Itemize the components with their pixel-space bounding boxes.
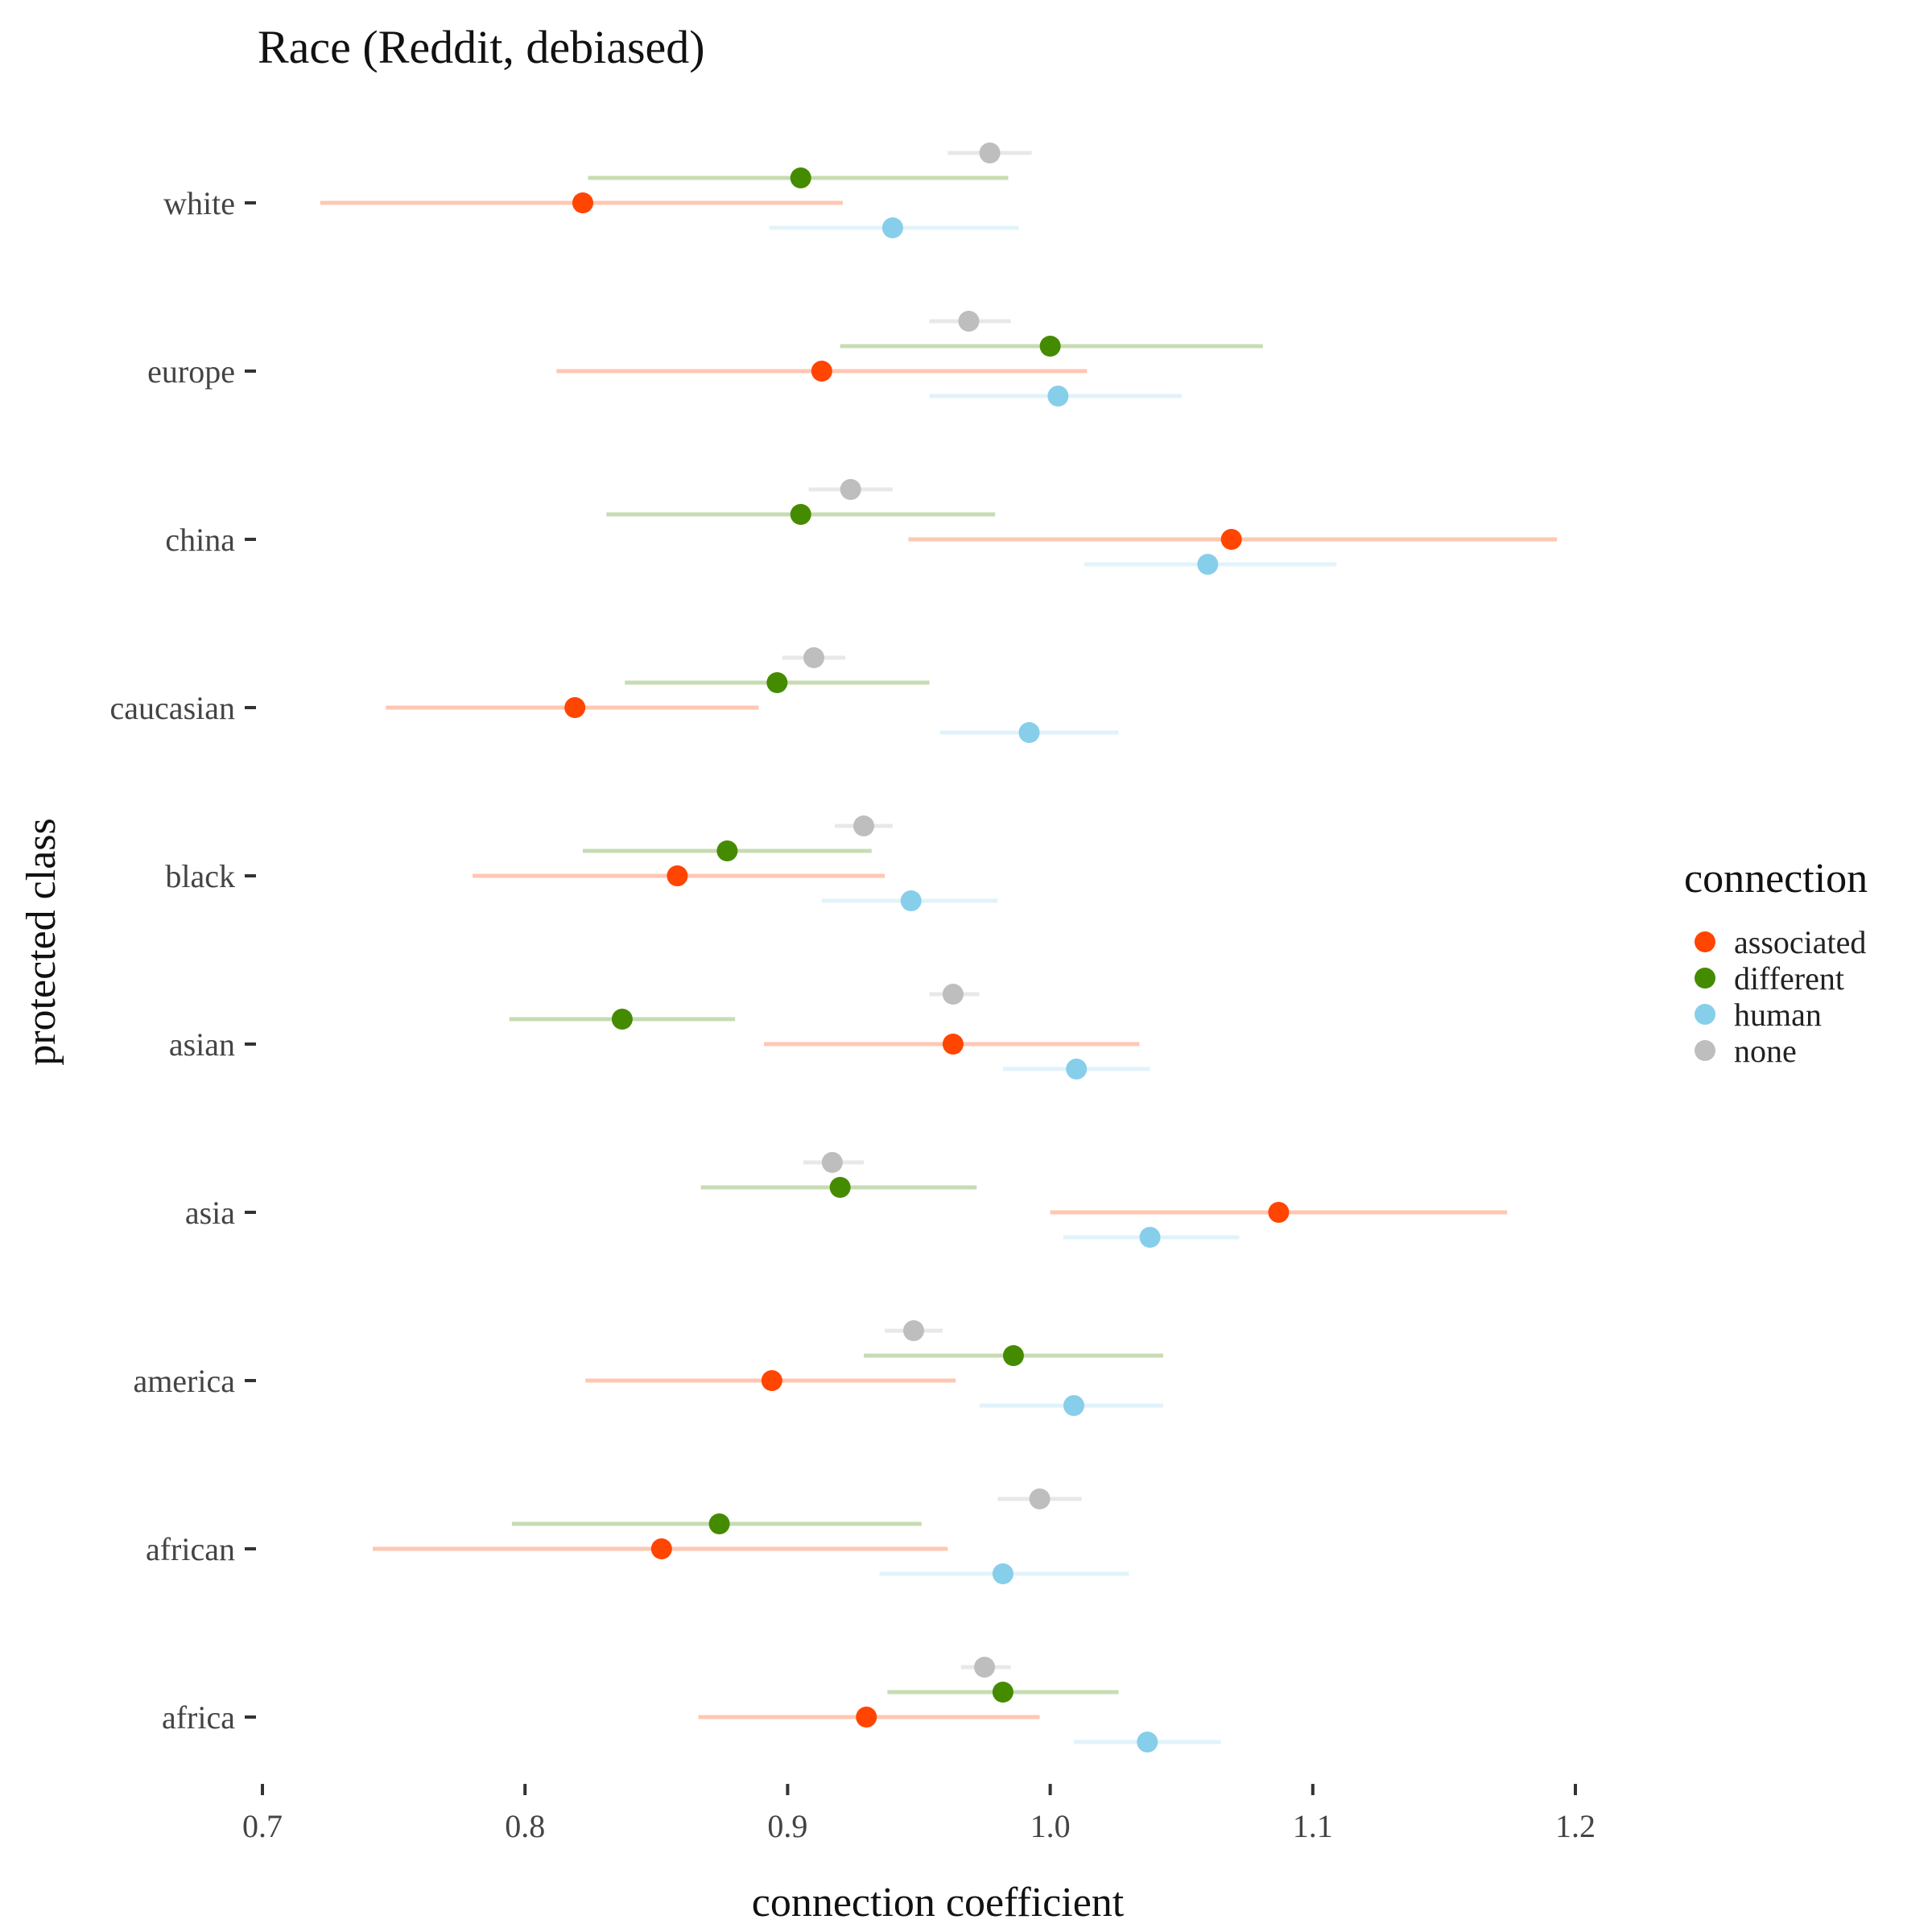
- x-tick-label-1-2: 1.2: [1555, 1808, 1596, 1844]
- legend-title: connection: [1684, 856, 1868, 902]
- y-tick-label-white: white: [163, 185, 235, 221]
- point-none-white: [979, 142, 1001, 163]
- plot-area: [320, 142, 1558, 1752]
- point-human-asia: [1139, 1227, 1161, 1248]
- legend-label-different: different: [1734, 960, 1844, 997]
- point-different-black: [716, 840, 738, 861]
- y-tick-label-africa: africa: [162, 1699, 235, 1736]
- point-human-europe: [1047, 386, 1069, 407]
- point-none-caucasian: [803, 647, 825, 668]
- x-axis: 0.7 0.8 0.9 1.0 1.1 1.2: [242, 1784, 1596, 1844]
- y-tick-label-asian: asian: [169, 1026, 235, 1063]
- y-tick-label-caucasian: caucasian: [110, 690, 235, 726]
- point-associated-african: [650, 1538, 672, 1559]
- legend-key-associated: [1695, 931, 1715, 952]
- point-human-africa: [1137, 1732, 1158, 1752]
- point-human-black: [900, 890, 922, 911]
- y-tick-label-europe: europe: [147, 353, 235, 390]
- x-axis-title: connection coefficient: [752, 1880, 1125, 1926]
- y-tick-label-china: china: [165, 522, 235, 558]
- x-tick-label-0-7: 0.7: [242, 1808, 283, 1844]
- point-associated-america: [761, 1370, 782, 1391]
- point-associated-caucasian: [564, 697, 586, 718]
- point-different-asian: [611, 1009, 633, 1030]
- point-associated-europe: [811, 361, 832, 382]
- y-tick-label-asia: asia: [185, 1195, 235, 1231]
- point-different-africa: [992, 1682, 1013, 1703]
- y-tick-label-african: african: [146, 1531, 235, 1567]
- legend-label-none: none: [1734, 1033, 1797, 1069]
- point-different-caucasian: [766, 672, 788, 693]
- point-none-china: [840, 479, 861, 500]
- legend-key-different: [1695, 968, 1715, 989]
- point-different-europe: [1039, 336, 1061, 357]
- legend-key-none: [1695, 1040, 1715, 1061]
- point-none-africa: [974, 1657, 996, 1678]
- y-tick-label-america: america: [133, 1363, 235, 1399]
- x-tick-label-0-9: 0.9: [767, 1808, 807, 1844]
- point-none-europe: [958, 311, 980, 332]
- point-none-african: [1029, 1488, 1051, 1509]
- point-different-america: [1002, 1345, 1024, 1366]
- x-tick-label-1-1: 1.1: [1293, 1808, 1333, 1844]
- point-human-caucasian: [1018, 722, 1040, 743]
- point-associated-china: [1220, 529, 1242, 550]
- point-associated-asian: [942, 1034, 964, 1055]
- chart-title: Race (Reddit, debiased): [258, 21, 705, 73]
- y-tick-label-black: black: [165, 858, 235, 894]
- y-axis-title: protected class: [19, 818, 64, 1066]
- point-none-black: [852, 815, 874, 836]
- point-different-asia: [829, 1177, 851, 1198]
- point-human-african: [992, 1563, 1013, 1584]
- point-different-african: [708, 1513, 730, 1534]
- legend-label-human: human: [1734, 997, 1822, 1033]
- point-different-china: [790, 504, 811, 525]
- point-human-white: [881, 217, 903, 238]
- point-different-white: [790, 167, 811, 188]
- point-none-america: [902, 1320, 924, 1341]
- point-none-asian: [942, 984, 964, 1005]
- point-human-asian: [1066, 1059, 1088, 1080]
- point-associated-black: [667, 865, 688, 886]
- legend-key-human: [1695, 1004, 1715, 1025]
- point-associated-asia: [1268, 1202, 1290, 1223]
- point-human-america: [1063, 1395, 1084, 1416]
- x-tick-label-0-8: 0.8: [505, 1808, 545, 1844]
- legend-label-associated: associated: [1734, 924, 1866, 960]
- y-axis: white europe china caucasian black asian asia a…: [110, 185, 256, 1736]
- point-associated-africa: [856, 1707, 877, 1728]
- point-human-china: [1197, 554, 1219, 575]
- x-tick-label-1-0: 1.0: [1030, 1808, 1071, 1844]
- point-associated-white: [572, 192, 593, 213]
- point-none-asia: [821, 1152, 843, 1173]
